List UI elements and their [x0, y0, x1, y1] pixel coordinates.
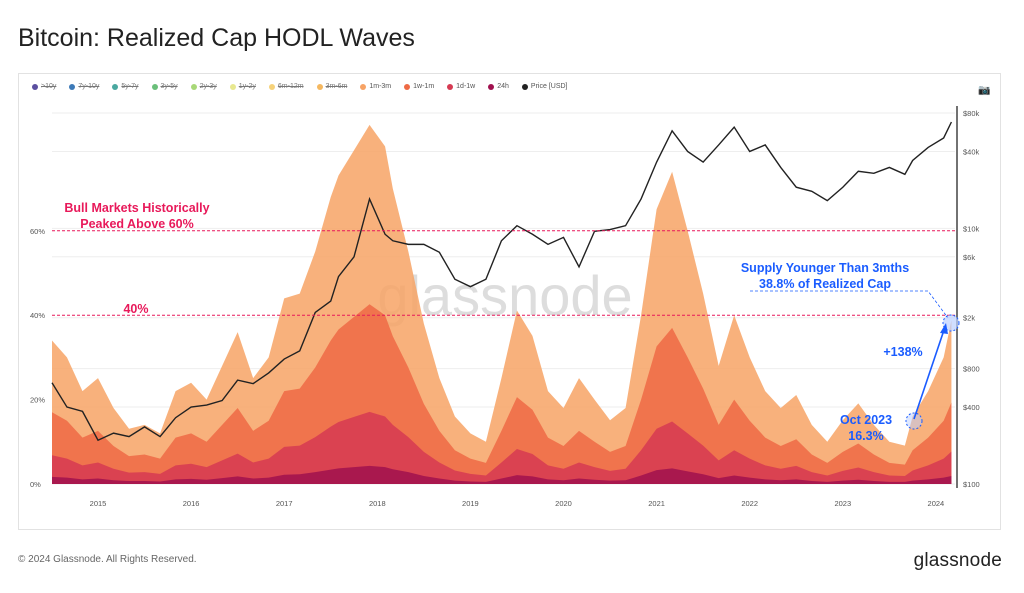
legend-swatch: [404, 83, 411, 90]
annotation-oct-2023-value: 16.3%: [848, 429, 883, 443]
legend-swatch: [32, 83, 38, 90]
legend-swatch: [69, 83, 76, 90]
legend-swatch: [447, 83, 454, 90]
legend-swatch: [488, 83, 495, 90]
glassnode-logo: glassnode: [913, 550, 1002, 571]
legend-swatch: [151, 83, 158, 90]
right-axis-tick: $800: [963, 365, 980, 374]
x-axis-tick: 2016: [183, 499, 200, 508]
x-axis-tick: 2017: [276, 499, 293, 508]
legend-label: 5y-7y: [121, 83, 139, 90]
left-axis-tick: 20%: [30, 396, 45, 405]
legend-swatch: [229, 83, 236, 90]
legend-item--10y[interactable]: >10y: [32, 83, 56, 90]
legend-swatch: [268, 83, 275, 90]
legend-item-1m-3m[interactable]: 1m-3m: [360, 83, 391, 90]
legend-label: 1d-1w: [456, 83, 476, 90]
x-axis-tick: 2015: [90, 499, 107, 508]
x-axis-tick: 2018: [369, 499, 386, 508]
x-axis-tick: 2019: [462, 499, 479, 508]
right-axis-tick: $400: [963, 403, 980, 412]
area-1m-3m: [52, 124, 952, 485]
arrow-head-icon: [940, 323, 948, 334]
legend-item-3y-5y[interactable]: 3y-5y: [151, 83, 178, 90]
area-1w-1m: [52, 304, 952, 484]
legend-label: 2y-3y: [199, 83, 217, 90]
oct-2023-marker: [905, 412, 923, 430]
area-1d-1w: [52, 411, 952, 484]
x-axis-tick: 2021: [648, 499, 665, 508]
legend-item-3m-6m[interactable]: 3m-6m: [316, 83, 348, 90]
legend-label: 3m-6m: [325, 83, 348, 90]
legend-item-2y-3y[interactable]: 2y-3y: [190, 83, 217, 90]
annotation-supply-younger: Supply Younger Than 3mths: [741, 261, 909, 275]
left-axis-tick: 40%: [30, 311, 45, 320]
right-axis-tick: $40k: [963, 147, 980, 156]
right-axis-tick: $10k: [963, 224, 980, 233]
x-axis-tick: 2022: [741, 499, 758, 508]
right-axis-tick: $6k: [963, 253, 975, 262]
annotation-oct-2023: Oct 2023: [840, 413, 892, 427]
annotation-40-percent: 40%: [123, 302, 148, 316]
legend-swatch: [360, 83, 367, 90]
legend-item-1y-2y[interactable]: 1y-2y: [229, 83, 256, 90]
legend-item-6m-12m[interactable]: 6m-12m: [268, 83, 304, 90]
arrow-line: [913, 329, 945, 420]
copyright: © 2024 Glassnode. All Rights Reserved.: [18, 554, 197, 565]
legend-label: Price [USD]: [530, 83, 568, 90]
left-axis-tick: 60%: [30, 227, 45, 236]
left-axis-tick: 0%: [30, 480, 41, 489]
annotation-change: +138%: [883, 345, 922, 359]
price-line: [51, 121, 953, 442]
legend-item-price-usd-[interactable]: Price [USD]: [521, 83, 568, 90]
x-axis-tick: 2023: [834, 499, 851, 508]
right-axis-tick: $100: [963, 480, 980, 489]
chart-frame: [18, 73, 1001, 530]
legend: >10y 7y-10y 5y-7y 3y-5y 2y-3y 1y-2y 6m-12m 3m-6…: [32, 83, 567, 90]
page-title: Bitcoin: Realized Cap HODL Waves: [18, 24, 415, 52]
current-marker: [942, 314, 960, 332]
x-axis-tick: 2024: [928, 499, 945, 508]
legend-label: 6m-12m: [277, 83, 304, 90]
annotation-bull-markets: Bull Markets Historically: [64, 201, 209, 215]
legend-item-1w-1m[interactable]: 1w-1m: [404, 83, 434, 90]
legend-label: 1y-2y: [238, 83, 256, 90]
legend-label: 7y-10y: [78, 83, 100, 90]
annotation-realized-cap-share: 38.8% of Realized Cap: [759, 277, 891, 291]
legend-label: 1m-3m: [369, 83, 392, 90]
legend-item-1d-1w[interactable]: 1d-1w: [447, 83, 475, 90]
x-axis-tick: 2020: [555, 499, 572, 508]
area-24h: [52, 465, 952, 484]
legend-label: 3y-5y: [160, 83, 178, 90]
legend-item-24h[interactable]: 24h: [488, 83, 509, 90]
legend-swatch: [521, 83, 528, 90]
right-axis-tick: $2k: [963, 314, 975, 323]
legend-label: 1w-1m: [413, 83, 435, 90]
annotation-leader-line: [750, 290, 949, 319]
legend-swatch: [112, 83, 119, 90]
legend-swatch: [190, 83, 197, 90]
annotation-bull-markets-line2: Peaked Above 60%: [80, 217, 193, 231]
camera-icon[interactable]: 📷: [978, 85, 991, 96]
legend-item-7y-10y[interactable]: 7y-10y: [69, 83, 99, 90]
right-axis-tick: $80k: [963, 109, 980, 118]
legend-label: >10y: [41, 83, 57, 90]
legend-label: 24h: [497, 83, 509, 90]
legend-swatch: [316, 83, 323, 90]
legend-item-5y-7y[interactable]: 5y-7y: [112, 83, 139, 90]
